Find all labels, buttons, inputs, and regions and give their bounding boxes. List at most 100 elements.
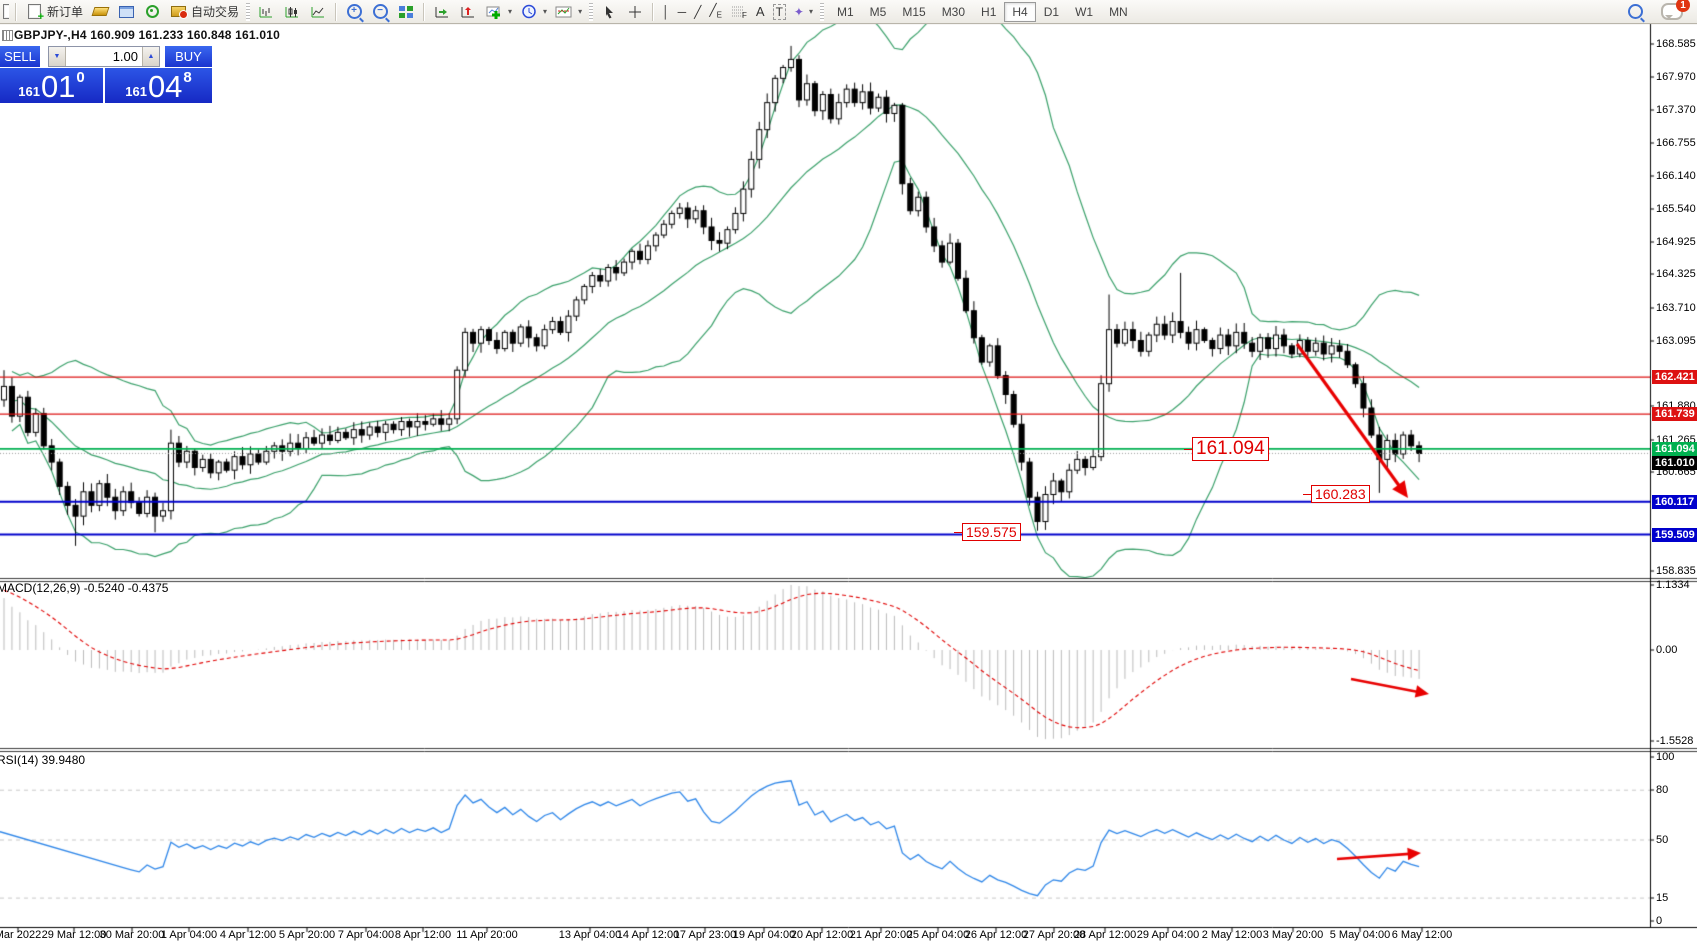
- time-label: 14 Apr 12:00: [616, 929, 680, 941]
- chart-symbol-title: GBPJPY-,H4 160.909 161.233 160.848 161.0…: [14, 28, 280, 42]
- time-label: 7 Apr 04:00: [337, 929, 395, 941]
- chart-type-mini-icon: [2, 30, 13, 41]
- cursor-button[interactable]: [596, 1, 622, 23]
- volume-decrease-button[interactable]: ▼: [49, 47, 66, 66]
- price-tick: 166.140: [1656, 170, 1696, 182]
- volume-increase-button[interactable]: ▲: [142, 47, 159, 66]
- trendline-icon: ╱: [694, 4, 702, 19]
- price-tick: 166.755: [1656, 137, 1696, 149]
- time-label: Mar 2022: [0, 929, 42, 941]
- macd-tick: 0.00: [1656, 644, 1678, 656]
- vertical-line-button[interactable]: │: [658, 1, 674, 23]
- crosshair-icon: [626, 4, 644, 20]
- indicators-button[interactable]: ▾: [481, 1, 516, 23]
- text-button[interactable]: A: [752, 1, 769, 23]
- clock-icon: [520, 4, 538, 20]
- toolbar-separator: [652, 2, 655, 21]
- timeframe-W1[interactable]: W1: [1075, 4, 1094, 19]
- trendline-button[interactable]: ╱: [690, 1, 705, 23]
- price-tick: 164.925: [1656, 236, 1696, 248]
- indicators-icon: [485, 4, 503, 20]
- timeframe-H4[interactable]: H4: [1004, 1, 1036, 22]
- line-chart-icon: [309, 4, 327, 20]
- autotrade-icon: [169, 4, 188, 20]
- cursor-icon: [600, 4, 618, 20]
- notifications-button[interactable]: 1: [1657, 0, 1690, 23]
- tile-windows-button[interactable]: [393, 1, 419, 23]
- time-label: 13 Apr 04:00: [558, 929, 622, 941]
- toolbar-grip: [246, 2, 251, 21]
- fibo-grid-icon: F: [730, 4, 748, 20]
- price-badge: 159.509: [1652, 528, 1697, 542]
- timeframe-D1[interactable]: D1: [1043, 4, 1060, 19]
- time-label: 20 Apr 12:00: [790, 929, 854, 941]
- line-chart-button[interactable]: [305, 1, 331, 23]
- zoom-out-button[interactable]: −: [367, 1, 393, 23]
- timeframe-M5[interactable]: M5: [869, 4, 887, 19]
- time-label: 5 May 04:00: [1329, 929, 1391, 941]
- autoscroll-button[interactable]: [429, 1, 455, 23]
- price-annotation[interactable]: 160.283: [1303, 485, 1370, 503]
- new-order-label: 新订单: [47, 5, 84, 19]
- search-button[interactable]: [1624, 1, 1647, 23]
- time-label: 17 Apr 23:00: [673, 929, 737, 941]
- time-label: 6 May 12:00: [1391, 929, 1453, 941]
- volume-stepper: ▼ ▲: [48, 46, 160, 67]
- price-tick: 165.540: [1656, 203, 1696, 215]
- template-icon: [555, 4, 573, 20]
- arrows-button[interactable]: ✦ ▾: [790, 1, 817, 23]
- bar-chart-button[interactable]: [253, 1, 279, 23]
- signal-icon: [143, 4, 161, 20]
- fibonacci-button[interactable]: ╱E: [705, 1, 726, 23]
- sell-button[interactable]: SELL: [0, 46, 40, 67]
- periods-button[interactable]: ▾: [516, 1, 551, 23]
- timeframe-group: M1 M5 M15 M30 H1 H4 D1 W1 MN: [829, 1, 1136, 22]
- price-tick: 163.710: [1656, 302, 1696, 314]
- price-tick: 168.585: [1656, 38, 1696, 50]
- price-tick: 163.095: [1656, 335, 1696, 347]
- clipped-icon: [0, 4, 9, 20]
- sell-price-display[interactable]: 161 01 0: [0, 68, 103, 103]
- buy-button[interactable]: BUY: [165, 46, 212, 67]
- arrows-icon: ✦: [793, 4, 804, 19]
- rsi-tick: 0: [1656, 915, 1663, 927]
- templates-button[interactable]: ▾: [551, 1, 586, 23]
- candlestick-chart-button[interactable]: [279, 1, 305, 23]
- timeframe-H1[interactable]: H1: [981, 4, 997, 19]
- timeframe-M30[interactable]: M30: [941, 4, 966, 19]
- chart-shift-button[interactable]: [455, 1, 481, 23]
- terminal-button[interactable]: [113, 1, 139, 23]
- new-order-button[interactable]: + 新订单: [21, 1, 87, 23]
- time-label: 4 Apr 12:00: [219, 929, 277, 941]
- autoscroll-icon: [433, 4, 451, 20]
- price-badge: 162.421: [1652, 370, 1697, 384]
- buy-price-display[interactable]: 161 04 8: [105, 68, 212, 103]
- price-annotation[interactable]: 161.094: [1184, 437, 1269, 461]
- horizontal-line-icon: ─: [677, 4, 687, 19]
- crosshair-button[interactable]: [622, 1, 648, 23]
- horizontal-line-button[interactable]: ─: [674, 1, 691, 23]
- signals-button[interactable]: [139, 1, 165, 23]
- timeframe-M15[interactable]: M15: [902, 4, 926, 19]
- text-label-icon: T: [772, 3, 786, 20]
- timeframe-MN[interactable]: MN: [1109, 4, 1128, 19]
- toolbar-grip: [589, 2, 594, 21]
- volume-input[interactable]: [66, 47, 142, 66]
- zoom-in-button[interactable]: +: [341, 1, 367, 23]
- macd-label: MACD(12,26,9) -0.5240 -0.4375: [0, 581, 169, 595]
- gold-bar-icon: [91, 4, 109, 20]
- fibo-grid-button[interactable]: F: [726, 1, 752, 23]
- price-tick: 167.970: [1656, 71, 1696, 83]
- price-annotation[interactable]: 159.575: [954, 523, 1021, 541]
- time-label: 25 Apr 04:00: [906, 929, 970, 941]
- text-label-button[interactable]: T: [769, 1, 790, 23]
- timeframe-M1[interactable]: M1: [837, 4, 854, 19]
- autotrade-label: 自动交易: [191, 5, 240, 19]
- deposit-button[interactable]: [87, 1, 113, 23]
- zoom-out-icon: −: [371, 4, 389, 20]
- time-label: 1 Apr 04:00: [160, 929, 218, 941]
- autotrade-button[interactable]: 自动交易: [165, 1, 243, 23]
- macd-tick: 1.1334: [1656, 579, 1690, 591]
